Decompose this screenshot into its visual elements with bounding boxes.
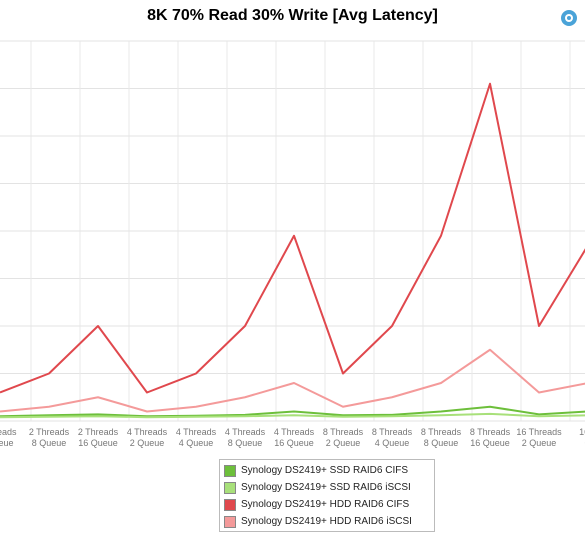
x-tick-label: 8 Threads 4 Queue	[372, 427, 413, 448]
gridlines	[0, 40, 585, 422]
legend-swatch	[224, 464, 236, 477]
x-tick-label: 4 Threads 2 Queue	[127, 427, 168, 448]
legend-label: Synology DS2419+ SSD RAID6 iSCSI	[241, 482, 411, 493]
legend-item[interactable]: Synology DS2419+ HDD RAID6 CIFS	[224, 496, 430, 513]
series-line-1	[0, 412, 585, 419]
legend-swatch	[224, 481, 236, 494]
x-tick-label: 2 Threads 16 Queue	[78, 427, 119, 448]
settings-icon[interactable]	[560, 9, 578, 27]
x-tick-label: 2 Threads 8 Queue	[29, 427, 70, 448]
legend-label: Synology DS2419+ HDD RAID6 iSCSI	[241, 516, 412, 527]
legend-label: Synology DS2419+ SSD RAID6 CIFS	[241, 465, 409, 476]
x-tick-label: 8 Threads 2 Queue	[323, 427, 364, 448]
x-tick-label: 16 Threads 2 Queue	[516, 427, 562, 448]
legend: Synology DS2419+ SSD RAID6 CIFS Synology …	[219, 459, 435, 532]
legend-swatch	[224, 515, 236, 528]
x-tick-label: 4 Threads 8 Queue	[225, 427, 266, 448]
x-tick-label: 4 Threads 16 Queue	[274, 427, 315, 448]
chart-title: 8K 70% Read 30% Write [Avg Latency]	[147, 7, 438, 24]
legend-label: Synology DS2419+ HDD RAID6 CIFS	[241, 499, 410, 510]
legend-item[interactable]: Synology DS2419+ HDD RAID6 iSCSI	[224, 513, 430, 530]
series-line-3	[0, 348, 585, 413]
x-tick-label: 8 Threads 16 Queue	[470, 427, 511, 448]
x-tick-label: 8 Threads 8 Queue	[421, 427, 462, 448]
legend-item[interactable]: Synology DS2419+ SSD RAID6 CIFS	[224, 462, 430, 479]
legend-item[interactable]: Synology DS2419+ SSD RAID6 iSCSI	[224, 479, 430, 496]
x-tick-label: ThreadsQueue	[0, 427, 17, 448]
x-tick-label: 4 Threads 4 Queue	[176, 427, 217, 448]
series-line-2	[0, 82, 585, 394]
legend-swatch	[224, 498, 236, 511]
series-line-0	[0, 405, 585, 418]
x-tick-label: 16 TQ	[579, 427, 585, 448]
series-lines	[0, 82, 585, 419]
